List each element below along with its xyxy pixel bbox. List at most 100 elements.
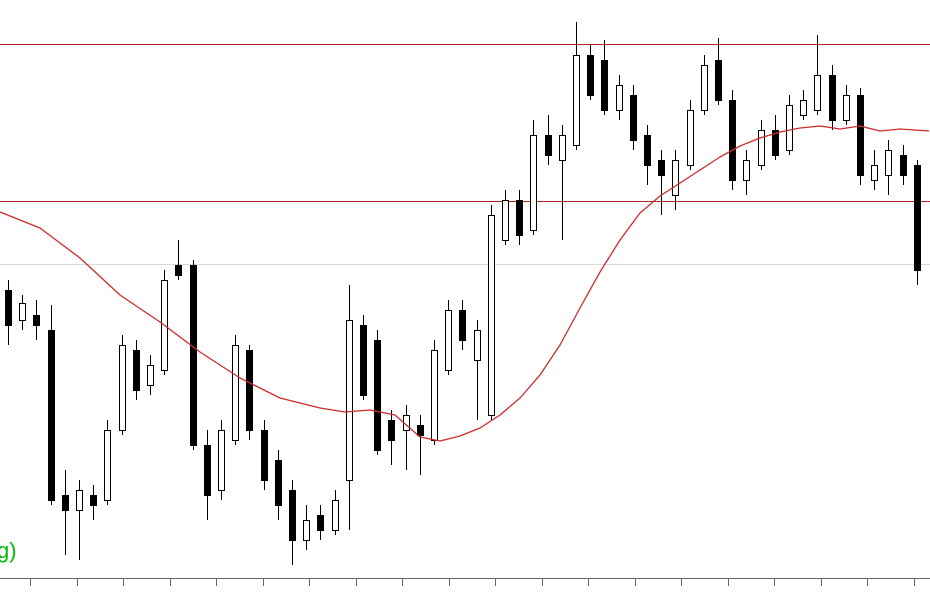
candle-body-up — [843, 95, 850, 121]
candle — [388, 410, 395, 465]
candle — [232, 335, 239, 445]
candle-body-up — [559, 135, 566, 161]
candle-body-down — [90, 495, 97, 506]
candle — [729, 90, 736, 190]
candle-body-up — [758, 130, 765, 166]
candle — [317, 505, 324, 540]
time-axis[interactable] — [0, 578, 930, 586]
candle-body-down — [374, 340, 381, 451]
candle — [488, 205, 495, 420]
candle-body-up — [346, 320, 353, 481]
candle-body-down — [388, 420, 395, 441]
candle-body-down — [360, 325, 367, 396]
candle-body-up — [232, 345, 239, 441]
candle — [459, 300, 466, 350]
candle — [601, 40, 608, 115]
candle — [502, 190, 509, 245]
candle — [530, 120, 537, 235]
candle-body-down — [857, 95, 864, 176]
candle — [147, 355, 154, 395]
candle — [332, 490, 339, 535]
candle — [133, 340, 140, 400]
candle — [431, 340, 438, 445]
candle — [516, 190, 523, 245]
candle-body-down — [289, 490, 296, 541]
candle — [445, 300, 452, 375]
candle — [715, 38, 722, 105]
candle — [48, 305, 55, 505]
moving-average-line — [0, 125, 930, 442]
candle — [218, 420, 225, 500]
candle-body-up — [303, 520, 310, 541]
candle — [587, 45, 594, 100]
candle-body-down — [275, 460, 282, 506]
candle — [829, 65, 836, 130]
candle-body-down — [459, 310, 466, 341]
candle — [616, 75, 623, 120]
candle-body-up — [701, 65, 708, 111]
candle-body-up — [119, 345, 126, 431]
candle — [573, 22, 580, 150]
candle-body-up — [218, 430, 225, 491]
candle — [743, 150, 750, 195]
candle — [360, 315, 367, 400]
candle-body-up — [814, 75, 821, 111]
candle-body-down — [715, 60, 722, 101]
candle — [76, 480, 83, 560]
candle — [914, 160, 921, 285]
candle-body-down — [204, 445, 211, 496]
candle-body-up — [885, 150, 892, 176]
candle-body-up — [786, 105, 793, 151]
candle-body-down — [772, 130, 779, 156]
candle — [800, 90, 807, 120]
candle-body-down — [587, 55, 594, 96]
candle — [19, 295, 26, 330]
candle-body-down — [246, 350, 253, 431]
candle — [275, 450, 282, 520]
candle-body-down — [33, 315, 40, 326]
candle — [246, 345, 253, 440]
candle — [161, 270, 168, 375]
candle — [346, 285, 353, 530]
candle-body-down — [417, 425, 424, 436]
candle-body-down — [900, 155, 907, 176]
candle-body-up — [502, 200, 509, 241]
candle — [175, 240, 182, 280]
candle-body-down — [516, 200, 523, 236]
candle-body-up — [147, 365, 154, 386]
candle-body-down — [5, 290, 12, 326]
candle-body-up — [530, 135, 537, 231]
candle — [545, 115, 552, 165]
candle-body-up — [573, 55, 580, 146]
candle — [5, 280, 12, 345]
candle-body-down — [133, 350, 140, 391]
candle — [900, 145, 907, 185]
candle — [687, 100, 694, 170]
candle — [871, 150, 878, 190]
candle-body-up — [488, 215, 495, 416]
candle — [62, 470, 69, 555]
candle — [403, 405, 410, 470]
candle — [204, 430, 211, 520]
candle-body-up — [332, 500, 339, 531]
candle — [644, 125, 651, 185]
candle-body-down — [48, 330, 55, 501]
candle — [559, 125, 566, 240]
candle-body-down — [545, 135, 552, 156]
candle — [701, 55, 708, 115]
candle — [119, 335, 126, 435]
candle — [772, 115, 779, 160]
candle — [190, 260, 197, 450]
candle-body-up — [743, 160, 750, 181]
candle-body-down — [190, 265, 197, 446]
candle-body-down — [914, 165, 921, 271]
candle-body-up — [19, 303, 26, 321]
candle — [630, 85, 637, 150]
candle-body-down — [829, 75, 836, 121]
candle-body-up — [616, 85, 623, 111]
candle — [474, 320, 481, 420]
candle-body-down — [729, 100, 736, 181]
candle-body-up — [431, 350, 438, 441]
candle — [90, 485, 97, 520]
